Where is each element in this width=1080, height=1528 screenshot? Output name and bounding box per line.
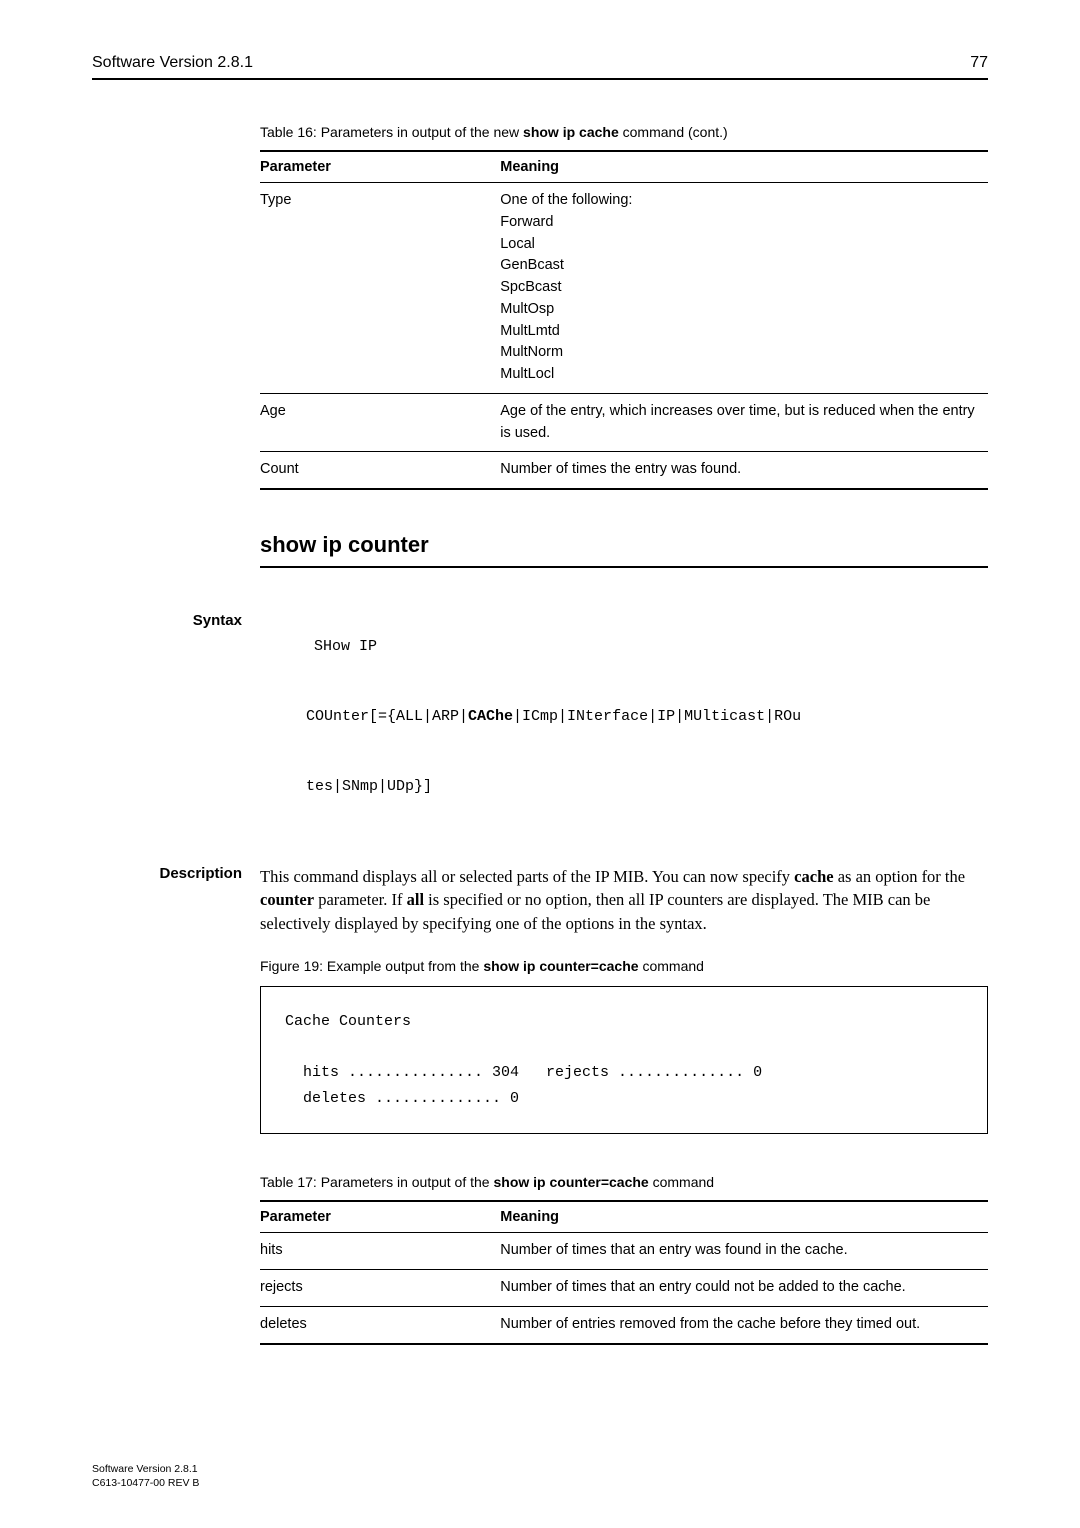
header-page: 77 <box>970 54 988 72</box>
caption-text: Figure 19: Example output from the <box>260 958 483 974</box>
table-cell: Number of times that an entry was found … <box>500 1233 988 1270</box>
table-row: TypeOne of the following: Forward Local … <box>260 183 988 394</box>
syntax-label: Syntax <box>193 612 260 629</box>
table16: Parameter Meaning TypeOne of the followi… <box>260 150 988 490</box>
syntax-code: SHow IP COUnter[={ALL|ARP|CAChe|ICmp|INt… <box>260 612 988 845</box>
table-cell: Number of times that an entry could not … <box>500 1270 988 1307</box>
table-cell: deletes <box>260 1306 500 1343</box>
table-row: rejectsNumber of times that an entry cou… <box>260 1270 988 1307</box>
code-line: tes|SNmp|UDp}] <box>260 775 988 798</box>
caption-bold: show ip counter=cache <box>493 1174 648 1190</box>
table-header: Meaning <box>500 151 988 183</box>
table-row: AgeAge of the entry, which increases ove… <box>260 393 988 452</box>
caption-text: command <box>649 1174 714 1190</box>
page-footer: Software Version 2.8.1 C613-10477-00 REV… <box>92 1462 199 1490</box>
table16-caption: Table 16: Parameters in output of the ne… <box>260 124 988 140</box>
caption-text: Table 16: Parameters in output of the ne… <box>260 124 523 140</box>
caption-text: command (cont.) <box>619 124 728 140</box>
description-block: Description This command displays all or… <box>260 865 988 1345</box>
table-cell: Age of the entry, which increases over t… <box>500 393 988 452</box>
table-row: CountNumber of times the entry was found… <box>260 452 988 489</box>
description-label: Description <box>159 865 260 882</box>
caption-text: command <box>639 958 704 974</box>
table17-caption: Table 17: Parameters in output of the sh… <box>260 1174 988 1190</box>
table16-body: TypeOne of the following: Forward Local … <box>260 183 988 490</box>
code-line: COUnter[={ALL|ARP|CAChe|ICmp|INterface|I… <box>260 705 988 728</box>
figure19-output: Cache Counters hits ............... 304 … <box>260 986 988 1134</box>
footer-line: Software Version 2.8.1 <box>92 1462 199 1476</box>
main-content: Table 16: Parameters in output of the ne… <box>260 124 988 1345</box>
table-header: Parameter <box>260 1201 500 1233</box>
table-cell: Number of entries removed from the cache… <box>500 1306 988 1343</box>
table-cell: hits <box>260 1233 500 1270</box>
table-header: Meaning <box>500 1201 988 1233</box>
code-line: SHow IP <box>314 638 377 655</box>
page-header: Software Version 2.8.1 77 <box>92 54 988 80</box>
header-title: Software Version 2.8.1 <box>92 54 253 72</box>
table-cell: Type <box>260 183 500 394</box>
section-heading: show ip counter <box>260 532 988 568</box>
table-header: Parameter <box>260 151 500 183</box>
table-cell: Number of times the entry was found. <box>500 452 988 489</box>
table17: Parameter Meaning hitsNumber of times th… <box>260 1200 988 1344</box>
caption-bold: show ip cache <box>523 124 619 140</box>
caption-text: Table 17: Parameters in output of the <box>260 1174 493 1190</box>
table-cell: One of the following: Forward Local GenB… <box>500 183 988 394</box>
table-cell: rejects <box>260 1270 500 1307</box>
figure19-caption: Figure 19: Example output from the show … <box>260 958 988 974</box>
table-cell: Count <box>260 452 500 489</box>
description-body: This command displays all or selected pa… <box>260 865 988 937</box>
table-cell: Age <box>260 393 500 452</box>
footer-line: C613-10477-00 REV B <box>92 1476 199 1490</box>
caption-bold: show ip counter=cache <box>483 958 638 974</box>
table-row: hitsNumber of times that an entry was fo… <box>260 1233 988 1270</box>
table17-body: hitsNumber of times that an entry was fo… <box>260 1233 988 1344</box>
table-row: deletesNumber of entries removed from th… <box>260 1306 988 1343</box>
syntax-block: Syntax SHow IP COUnter[={ALL|ARP|CAChe|I… <box>260 612 988 845</box>
